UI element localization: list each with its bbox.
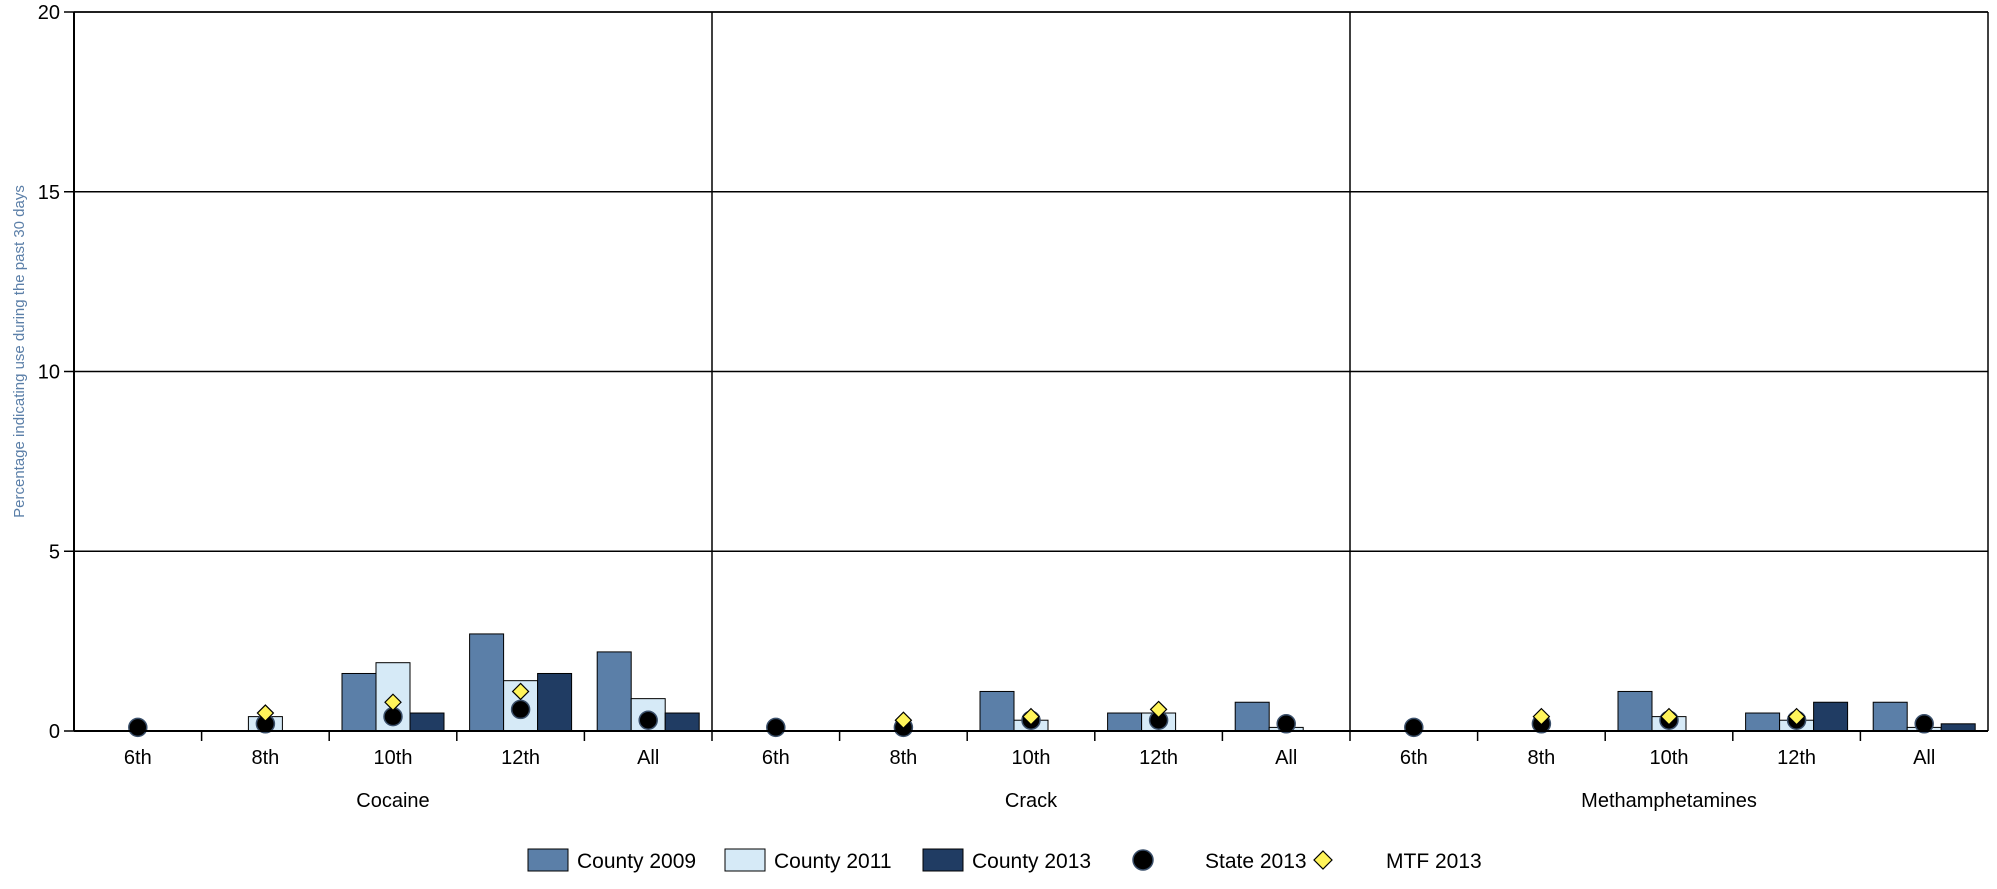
legend-swatch-mtf-2013: [1313, 850, 1333, 870]
x-tick-label: 8th: [251, 747, 279, 769]
y-tick-label: 0: [49, 721, 60, 743]
legend-swatch-state-2013: [1132, 849, 1154, 871]
legend-label-county-2011: County 2011: [774, 850, 892, 873]
x-tick-label: All: [637, 747, 659, 769]
x-tick-label: All: [1275, 747, 1297, 769]
bar-county-2009: [1617, 690, 1653, 732]
marker-mtf-2013: [511, 682, 530, 701]
x-tick-label: 12th: [1139, 747, 1178, 769]
bar-county-2009: [596, 651, 632, 732]
bar-county-2009: [1872, 701, 1908, 732]
x-tick-label: 8th: [1527, 747, 1555, 769]
y-tick-label: 15: [38, 182, 60, 204]
bar-county-2009: [979, 690, 1015, 732]
marker-mtf-2013: [1660, 707, 1678, 726]
marker-state-2013: [128, 717, 148, 738]
group-label-crack: Crack: [1005, 790, 1058, 812]
bar-county-2013: [409, 712, 445, 732]
y-tick-label: 10: [38, 362, 60, 384]
marker-state-2013: [1276, 714, 1296, 734]
bar-county-2009: [1234, 701, 1270, 732]
group-label-methamphetamines: Methamphetamines: [1581, 790, 1757, 812]
legend-label-state-2013: State 2013: [1205, 850, 1307, 873]
y-tick-label: 20: [38, 2, 60, 24]
bar-county-2009: [469, 633, 505, 732]
marker-mtf-2013: [1149, 700, 1168, 719]
marker-mtf-2013: [894, 711, 913, 730]
bar-county-2013: [1940, 723, 1976, 732]
legend-label-mtf-2013: MTF 2013: [1386, 850, 1482, 873]
marker-state-2013: [766, 717, 786, 738]
x-tick-label: 12th: [1777, 747, 1816, 769]
x-tick-label: 12th: [501, 747, 540, 769]
marker-state-2013: [510, 699, 531, 720]
marker-state-2013: [638, 710, 658, 730]
marker-mtf-2013: [1787, 707, 1806, 726]
bar-county-2009: [341, 672, 377, 732]
legend-swatch-county-2013: [922, 848, 964, 872]
x-tick-label: All: [1913, 747, 1935, 769]
x-tick-label: 6th: [762, 747, 790, 769]
group-label-cocaine: Cocaine: [356, 790, 429, 812]
bar-county-2013: [664, 712, 700, 732]
bar-county-2013: [1813, 701, 1849, 732]
marker-state-2013: [1404, 717, 1424, 738]
bar-county-2009: [1745, 712, 1781, 732]
marker-mtf-2013: [384, 693, 402, 712]
legend-label-county-2009: County 2009: [577, 850, 696, 873]
bar-county-2013: [537, 672, 573, 732]
x-tick-label: 6th: [1400, 747, 1428, 769]
x-tick-label: 10th: [1650, 747, 1689, 769]
y-axis-title: Percentage indicating use during the pas…: [11, 185, 28, 518]
legend-swatch-county-2009: [527, 848, 569, 872]
marker-mtf-2013: [1022, 707, 1040, 726]
bar-county-2009: [1107, 712, 1143, 732]
x-tick-label: 10th: [1012, 747, 1051, 769]
marker-state-2013: [1914, 714, 1934, 734]
legend-swatch-county-2011: [724, 848, 766, 872]
x-tick-label: 10th: [374, 747, 413, 769]
marker-mtf-2013: [1532, 707, 1551, 726]
marker-mtf-2013: [256, 704, 275, 722]
x-tick-label: 6th: [124, 747, 152, 769]
y-tick-label: 5: [49, 541, 60, 563]
x-tick-label: 8th: [889, 747, 917, 769]
legend-label-county-2013: County 2013: [972, 850, 1091, 873]
